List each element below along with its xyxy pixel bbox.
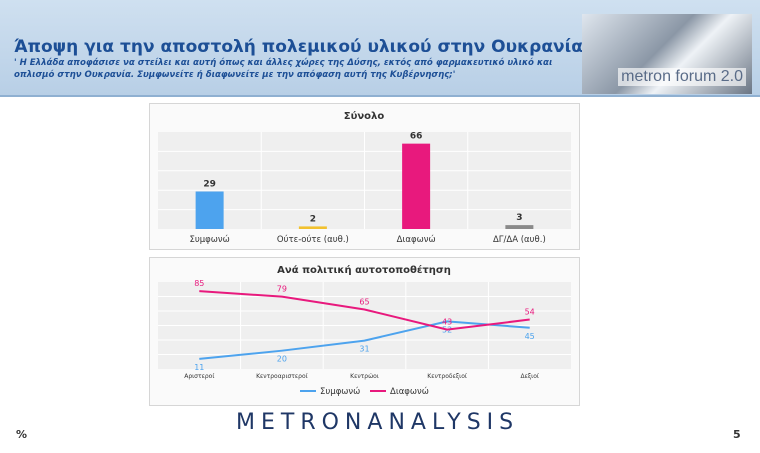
page-number: 5 [733, 428, 741, 441]
bar-value-label: 2 [310, 214, 316, 224]
metron-analysis-logo: METRONANALYSIS [236, 410, 519, 435]
line-chart: Ανά πολιτική αυτοτοποθέτηση1120315245857… [158, 264, 571, 397]
bar-value-label: 3 [516, 213, 522, 223]
bar-category-label: ΔΓ/ΔΑ (αυθ.) [493, 235, 546, 245]
line-value-label: 20 [277, 355, 287, 364]
bar-2 [298, 226, 327, 229]
line-series-2 [199, 290, 530, 331]
line-value-label: 43 [442, 318, 452, 327]
line-category-label: Δεξιοί [520, 373, 538, 380]
line-category-label: Κεντρώοι [350, 373, 379, 380]
line-chart-title: Ανά πολιτική αυτοτοποθέτηση [277, 264, 451, 276]
line-value-label: 31 [359, 345, 369, 354]
legend-label-1: Συμφωνώ [320, 386, 360, 397]
ideology-chart-panel: Ανά πολιτική αυτοτοποθέτηση 11 20 31 52 45 85 7… [149, 257, 580, 406]
bar-category-label: Συμφωνώ [189, 234, 229, 245]
bar-value-label: 29 [203, 179, 216, 189]
bar-category-label: Ούτε-ούτε (αυθ.) [277, 234, 349, 245]
brand-logo: metron forum 2.0 [618, 68, 746, 86]
slide-header: Άποψη για την αποστολή πολεμικού υλικού … [0, 0, 760, 97]
bar-4 [505, 225, 534, 229]
bar-value-label: 66 [410, 132, 423, 142]
bar-chart-title: Σύνολο [344, 110, 385, 122]
question-text: ' Η Ελλάδα αποφάσισε να στείλει και αυτή… [14, 58, 553, 80]
line-value-label: 79 [277, 285, 287, 294]
line-value-label: 85 [194, 279, 204, 288]
line-value-label: 65 [359, 297, 369, 306]
line-category-label: Κεντροδεξιοί [427, 373, 467, 380]
line-value-label: 54 [525, 308, 535, 317]
logo-part-metron: METRON [236, 410, 368, 435]
line-value-label: 45 [525, 332, 535, 341]
legend-label-2: Διαφωνώ [390, 386, 429, 397]
line-series-1 [199, 320, 530, 360]
bar-3 [402, 143, 431, 229]
brand-image: metron forum 2.0 [582, 14, 752, 94]
total-chart-panel: Σύνολο 29 Συμφωνώ 2 Ούτε-ούτε (αυθ.) 66 Διαφων… [149, 103, 580, 250]
line-category-label: Κεντροαριστεροί [256, 373, 308, 380]
bar-chart: Σύνολο 29 Συμφωνώ 2 Ούτε-ούτε (αυθ.) 66 Διαφων… [158, 110, 571, 245]
bar-1 [195, 191, 224, 229]
logo-part-analysis: ANALYSIS [367, 410, 520, 435]
unit-label: % [16, 428, 28, 441]
bar-category-label: Διαφωνώ [397, 234, 436, 245]
line-value-label: 11 [194, 363, 204, 372]
line-category-label: Αριστεροί [184, 373, 214, 380]
slide-title: Άποψη για την αποστολή πολεμικού υλικού … [14, 37, 583, 57]
